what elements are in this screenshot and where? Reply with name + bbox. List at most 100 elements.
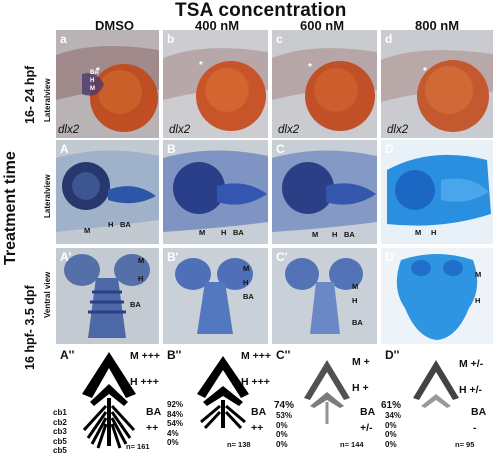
cartilage-ventral-image <box>272 248 377 344</box>
cartilage-ventral-image <box>56 248 159 344</box>
cartilage-lateral-image <box>272 140 377 244</box>
marker-m: M <box>415 228 422 237</box>
score-ba: BA <box>360 406 376 418</box>
score-m: M +++ <box>241 350 272 362</box>
pct-cb4: 0% <box>385 430 397 440</box>
panel-label: B' <box>167 250 179 264</box>
score-ba-level: +/- <box>360 422 373 434</box>
pct-cb5: 0% <box>167 438 179 448</box>
panel-label: a <box>60 32 67 46</box>
marker-h: H <box>243 278 249 287</box>
star-mark: * <box>423 66 427 77</box>
embryo-lateral-image <box>381 30 493 138</box>
marker-h: H <box>352 296 358 305</box>
ventral-view-label-row3: Ventral view <box>43 271 52 318</box>
score-ba-level: - <box>473 422 477 434</box>
tag-h: H <box>90 78 95 84</box>
cartilage-schematic <box>82 352 136 449</box>
pct-cb5: 0% <box>276 439 288 449</box>
marker-ba: BA <box>344 230 355 239</box>
treatment-time-label: Treatment time <box>2 151 19 265</box>
panel-A-prime: A' M H BA <box>56 248 159 344</box>
percentages: 53% 0% 0% 0% <box>276 411 292 449</box>
score-ba-level: ++ <box>146 422 159 434</box>
marker-m: M <box>199 228 206 237</box>
marker-m: M <box>352 282 359 291</box>
marker-h: H <box>475 296 481 305</box>
panel-c: c * dlx2 <box>272 30 377 138</box>
marker-h: H <box>108 220 114 229</box>
pct-cb3: 0% <box>385 420 397 430</box>
star-mark: * <box>96 66 100 77</box>
gene-label: dlx2 <box>169 124 191 136</box>
score-ba-level: ++ <box>251 422 264 434</box>
marker-ba: BA <box>233 228 244 237</box>
panel-A-double-prime: A'' M +++ H +++ BA ++ n= 161 <box>56 348 161 452</box>
pct-cb3: 54% <box>167 419 184 429</box>
panel-D-double-prime: D'' M +/- H +/- BA - n= 95 61% 34% 0% 0%… <box>381 348 493 452</box>
row-group-16hpf-3dpf: 16 hpf- 3.5 dpf <box>23 285 37 370</box>
gene-label: dlx2 <box>278 124 300 136</box>
marker-h: H <box>332 230 338 239</box>
figure-title: TSA concentration <box>175 0 347 21</box>
cartilage-schematic <box>197 356 249 430</box>
pct-cb1: 92% <box>167 400 184 409</box>
score-m: M + <box>352 356 370 368</box>
marker-ba: BA <box>130 300 141 309</box>
marker-ba: BA <box>120 220 131 229</box>
gene-label: dlx2 <box>387 124 409 136</box>
star-mark: * <box>199 60 203 71</box>
panel-label: C'' <box>276 348 291 362</box>
n-count: n= 161 <box>126 442 150 451</box>
panel-label: B <box>167 142 176 156</box>
pct-cb2: 34% <box>385 411 402 420</box>
score-ba: BA <box>251 406 267 418</box>
panel-b: b * dlx2 <box>163 30 268 138</box>
panel-C-prime: C' M H BA <box>272 248 377 344</box>
row-group-16-24hpf: 16- 24 hpf <box>23 65 37 124</box>
panel-D-prime: D' M H <box>381 248 493 344</box>
cartilage-lateral-image <box>56 140 159 244</box>
panel-C: C M H BA <box>272 140 377 244</box>
lateral-view-label-row2: Lateralview <box>43 174 52 218</box>
panel-d: d * dlx2 <box>381 30 493 138</box>
panel-B-double-prime: B'' M +++ H +++ BA ++ n= 138 92% 84% 54%… <box>163 348 271 452</box>
marker-h: H <box>431 228 437 237</box>
percentages: 92% 84% 54% 4% 0% <box>167 400 183 448</box>
panel-label: D <box>385 142 394 156</box>
cartilage-lateral-image <box>163 140 268 244</box>
tag-ba: BA <box>90 70 99 76</box>
marker-m: M <box>138 256 145 265</box>
panel-label: C <box>276 142 285 156</box>
cartilage-row-labels: cb1 cb2 cb3 cb5 cb5 <box>53 408 67 456</box>
panel-A: A M H BA <box>56 140 159 244</box>
embryo-lateral-image <box>163 30 268 138</box>
score-h: H +++ <box>130 376 159 388</box>
pct-cb2: 53% <box>276 411 293 420</box>
marker-m: M <box>475 270 482 279</box>
panel-a: a * BA H M dlx2 <box>56 30 159 138</box>
cb-label: cb1 <box>53 408 67 417</box>
score-ba: BA <box>471 406 487 418</box>
cartilage-schematic <box>304 360 350 424</box>
panel-label: A' <box>60 250 72 264</box>
embryo-lateral-image <box>56 30 159 138</box>
cb-label: cb3 <box>53 427 67 437</box>
cartilage-lateral-image <box>381 140 493 244</box>
panel-D: D M H <box>381 140 493 244</box>
marker-m: M <box>84 226 91 235</box>
cartilage-ventral-image <box>381 248 493 344</box>
top-percentage: 74% <box>274 400 295 411</box>
cb-label: cb2 <box>53 417 67 427</box>
marker-h: H <box>221 228 227 237</box>
cb-label: cb5 <box>53 446 67 456</box>
panel-label: d <box>385 32 393 46</box>
pct-cb2: 84% <box>167 409 184 419</box>
panel-C-double-prime: C'' M + H + BA +/- n= 144 74% 53% 0% 0% … <box>272 348 380 452</box>
cartilage-ventral-image <box>163 248 268 344</box>
gene-label: dlx2 <box>58 124 80 136</box>
marker-m: M <box>243 264 250 273</box>
marker-ba: BA <box>243 292 254 301</box>
panel-label: b <box>167 32 175 46</box>
pct-cb3: 0% <box>276 420 288 430</box>
